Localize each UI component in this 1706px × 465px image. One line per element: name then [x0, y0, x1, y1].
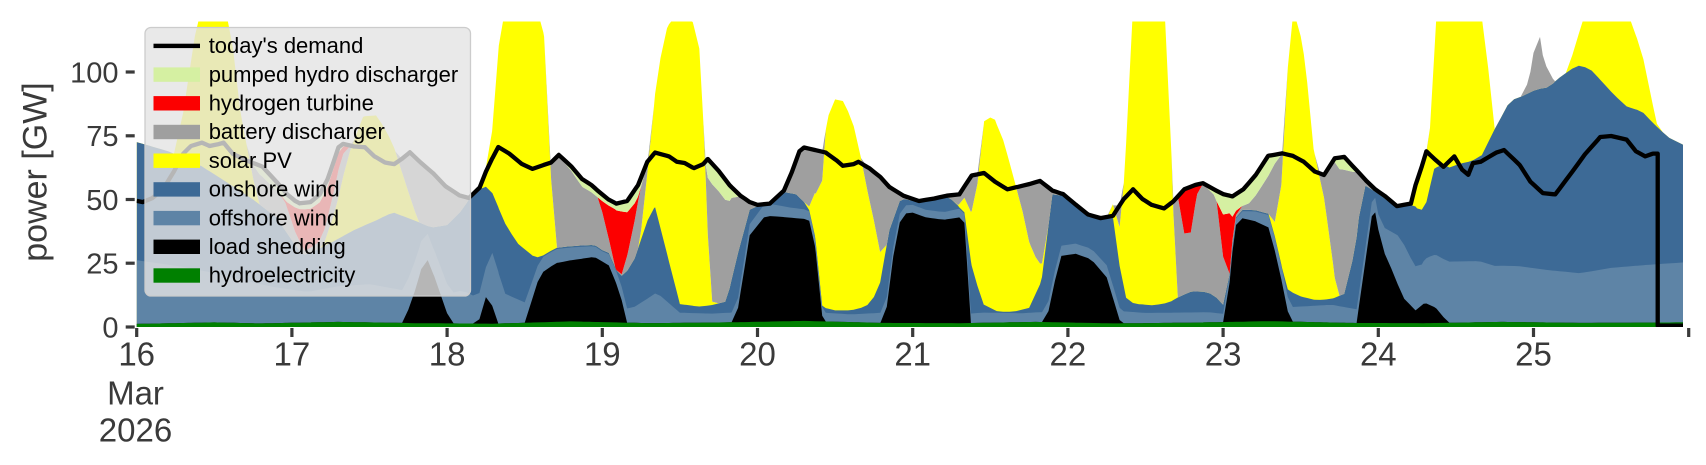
svg-text:Mar: Mar [107, 374, 164, 411]
svg-text:25: 25 [86, 249, 118, 281]
svg-text:battery discharger: battery discharger [209, 119, 385, 144]
svg-text:19: 19 [584, 336, 621, 373]
svg-text:pumped hydro discharger: pumped hydro discharger [209, 62, 458, 87]
svg-text:offshore wind: offshore wind [209, 205, 339, 230]
svg-text:50: 50 [86, 185, 118, 217]
svg-text:100: 100 [70, 57, 118, 89]
svg-text:0: 0 [102, 312, 118, 344]
svg-text:16: 16 [118, 336, 155, 373]
svg-text:20: 20 [739, 336, 776, 373]
svg-text:power [GW]: power [GW] [17, 82, 55, 261]
svg-text:hydrogen turbine: hydrogen turbine [209, 91, 374, 116]
svg-text:hydroelectricity: hydroelectricity [209, 263, 356, 288]
svg-text:25: 25 [1515, 336, 1552, 373]
svg-text:75: 75 [86, 121, 118, 153]
svg-text:24: 24 [1360, 336, 1397, 373]
svg-text:21: 21 [894, 336, 931, 373]
svg-text:22: 22 [1050, 336, 1087, 373]
svg-text:18: 18 [429, 336, 466, 373]
svg-text:onshore wind: onshore wind [209, 177, 340, 202]
svg-text:solar PV: solar PV [209, 148, 292, 173]
svg-text:17: 17 [274, 336, 311, 373]
svg-text:today's demand: today's demand [209, 33, 364, 58]
svg-text:load shedding: load shedding [209, 234, 346, 259]
svg-text:23: 23 [1205, 336, 1242, 373]
svg-text:2026: 2026 [99, 412, 172, 449]
